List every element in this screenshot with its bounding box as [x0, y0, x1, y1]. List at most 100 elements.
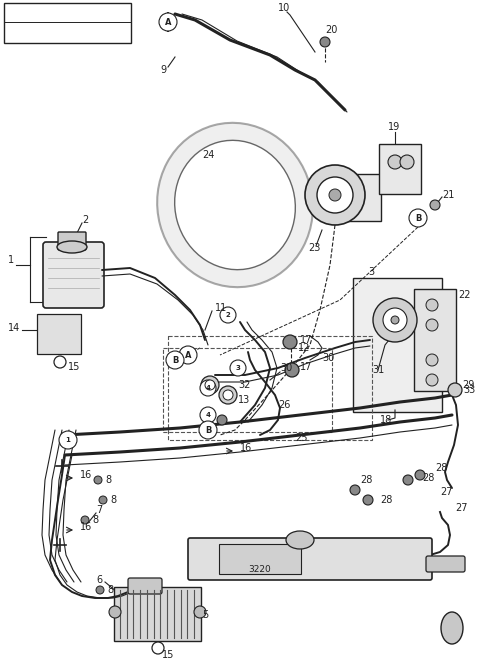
- Circle shape: [317, 177, 353, 213]
- FancyBboxPatch shape: [353, 278, 442, 412]
- Circle shape: [426, 319, 438, 331]
- Text: 15: 15: [68, 362, 80, 372]
- FancyBboxPatch shape: [43, 242, 104, 308]
- Text: A: A: [185, 351, 191, 359]
- FancyBboxPatch shape: [128, 578, 162, 594]
- Text: THE NO.  4: THE NO. 4: [10, 29, 58, 38]
- FancyBboxPatch shape: [219, 544, 301, 574]
- Text: 9: 9: [160, 65, 166, 75]
- Circle shape: [350, 485, 360, 495]
- Circle shape: [109, 606, 121, 618]
- Text: 18: 18: [380, 415, 392, 425]
- Text: B: B: [172, 355, 178, 365]
- Circle shape: [283, 335, 297, 349]
- Text: 20: 20: [325, 25, 337, 35]
- FancyBboxPatch shape: [414, 289, 456, 391]
- Text: 17: 17: [300, 362, 312, 372]
- Text: 32: 32: [238, 380, 251, 390]
- Text: 2: 2: [82, 215, 88, 225]
- Text: 12: 12: [298, 343, 311, 353]
- Text: 1: 1: [66, 437, 71, 443]
- Circle shape: [97, 26, 111, 40]
- Circle shape: [426, 354, 438, 366]
- Circle shape: [320, 37, 330, 47]
- FancyBboxPatch shape: [4, 3, 131, 43]
- Text: B: B: [205, 426, 211, 434]
- Text: 28: 28: [380, 495, 392, 505]
- Text: 26: 26: [278, 400, 290, 410]
- FancyBboxPatch shape: [339, 174, 381, 221]
- FancyBboxPatch shape: [379, 144, 421, 194]
- Circle shape: [400, 155, 414, 169]
- Circle shape: [200, 380, 216, 396]
- Circle shape: [205, 380, 215, 390]
- Circle shape: [99, 496, 107, 504]
- Circle shape: [96, 586, 104, 594]
- FancyBboxPatch shape: [58, 232, 86, 250]
- Circle shape: [219, 386, 237, 404]
- Ellipse shape: [286, 531, 314, 549]
- Text: 21: 21: [442, 190, 455, 200]
- Text: 3: 3: [236, 365, 240, 371]
- Circle shape: [223, 390, 233, 400]
- Circle shape: [230, 360, 246, 376]
- Ellipse shape: [441, 612, 463, 644]
- Text: 17: 17: [300, 335, 312, 345]
- Circle shape: [329, 189, 341, 201]
- Circle shape: [430, 200, 440, 210]
- Circle shape: [179, 346, 197, 364]
- Text: NOTE: NOTE: [10, 9, 38, 19]
- Text: 5: 5: [202, 610, 208, 620]
- Text: 22: 22: [458, 290, 470, 300]
- Text: A: A: [165, 17, 171, 27]
- Ellipse shape: [57, 241, 87, 253]
- Circle shape: [220, 307, 236, 323]
- Text: 29: 29: [462, 380, 474, 390]
- Circle shape: [54, 356, 66, 368]
- Text: 8: 8: [92, 515, 98, 525]
- Circle shape: [200, 407, 216, 423]
- Circle shape: [217, 415, 227, 425]
- Text: 14: 14: [8, 323, 20, 333]
- Text: 25: 25: [295, 433, 308, 443]
- Text: 28: 28: [422, 473, 434, 483]
- Ellipse shape: [175, 141, 295, 270]
- Circle shape: [159, 13, 177, 31]
- Text: 31: 31: [372, 365, 384, 375]
- Text: ~: ~: [91, 29, 98, 38]
- Text: 4: 4: [205, 412, 211, 418]
- Text: 13: 13: [238, 395, 250, 405]
- Circle shape: [75, 26, 89, 40]
- Circle shape: [152, 642, 164, 654]
- Text: 15: 15: [162, 650, 174, 660]
- Text: 3220: 3220: [248, 566, 271, 575]
- Circle shape: [426, 299, 438, 311]
- Circle shape: [415, 470, 425, 480]
- Ellipse shape: [157, 123, 313, 287]
- Circle shape: [426, 374, 438, 386]
- Text: 8: 8: [110, 495, 116, 505]
- Circle shape: [363, 495, 373, 505]
- FancyBboxPatch shape: [37, 314, 81, 354]
- Text: 8: 8: [107, 585, 113, 595]
- Circle shape: [383, 308, 407, 332]
- Text: 3: 3: [368, 267, 374, 277]
- Circle shape: [194, 606, 206, 618]
- Text: 16: 16: [80, 522, 92, 532]
- Text: 23: 23: [308, 243, 320, 253]
- Text: 27: 27: [455, 503, 468, 513]
- Text: 19: 19: [388, 122, 400, 132]
- Text: 4: 4: [101, 30, 107, 36]
- Circle shape: [199, 421, 217, 439]
- Text: 6: 6: [96, 575, 102, 585]
- Text: 1: 1: [80, 30, 84, 36]
- FancyBboxPatch shape: [188, 538, 432, 580]
- Text: 27: 27: [440, 487, 453, 497]
- Text: 33: 33: [463, 385, 475, 395]
- Circle shape: [391, 316, 399, 324]
- Text: 2: 2: [226, 312, 230, 318]
- Text: 30: 30: [322, 353, 334, 363]
- Circle shape: [81, 516, 89, 524]
- Circle shape: [305, 165, 365, 225]
- Circle shape: [94, 476, 102, 484]
